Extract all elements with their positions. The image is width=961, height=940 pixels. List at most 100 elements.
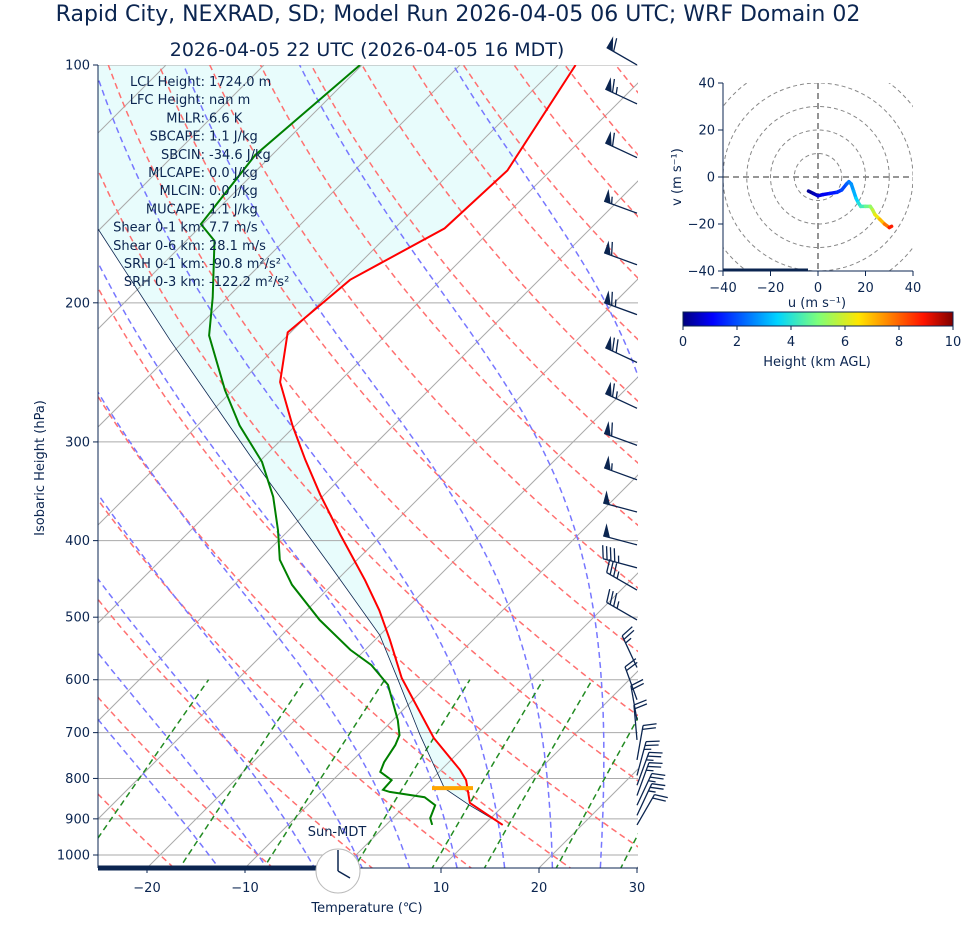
barb-full [612,423,613,437]
barb-full [626,662,637,670]
index-value: 1.1 J/kg [209,130,258,145]
barb-half [617,572,619,579]
wind-barb [637,795,668,825]
colorbar-tick-label: 0 [679,335,687,350]
wind-barb [622,627,637,668]
hodo-y-tick-label: −40 [688,265,715,280]
barb-pennant [604,290,611,305]
barb-full [649,752,663,753]
barb-full [613,338,615,351]
barb-full [650,777,663,779]
mixing-ratio-line [546,680,660,888]
figure-title: Rapid City, NEXRAD, SD; Model Run 2026-0… [56,2,861,27]
hodo-y-tick-label: 20 [698,124,715,139]
colorbar-tick-label: 6 [841,335,849,350]
index-value: 28.1 m/s [209,239,266,254]
hodograph-segment [889,226,891,227]
barb-staff [605,348,637,363]
index-label: MUCAPE: [146,202,205,217]
wind-barb [603,545,637,568]
hodograph-grid [699,60,937,295]
barb-full [607,559,610,572]
index-label: SRH 0-1 km: [124,257,205,272]
barb-staff [607,48,637,66]
barb-full [643,724,656,726]
barb-full [607,589,610,602]
dry-adiabat [502,47,961,887]
wind-barb [634,700,647,740]
y-tick-label: 200 [65,296,90,311]
barb-half [617,601,619,608]
wind-barb [607,36,637,65]
barb-pennant [604,421,611,436]
index-label: Shear 0-1 km: [113,221,205,236]
y-tick-label: 700 [65,726,90,741]
hodo-y-label: v (m s⁻¹) [670,148,685,206]
index-value: 7.7 m/s [209,221,258,236]
barb-full [614,593,617,606]
hodo-y-tick-label: 0 [707,171,715,186]
index-value: -122.2 m²/s² [209,275,289,290]
figure-subtitle: 2026-04-05 22 UTC (2026-04-05 16 MDT) [170,39,565,61]
index-value: nan m [209,93,250,108]
x-tick-label: −20 [133,881,160,896]
barb-full [648,766,662,767]
barb-pennant [604,456,611,471]
wind-barb [603,490,637,512]
colorbar-label: Height (km AGL) [763,355,871,370]
colorbar-gradient [683,312,953,326]
index-value: -34.6 J/kg [209,148,271,163]
index-value: 1724.0 m [209,75,271,90]
barb-staff [637,742,646,776]
wind-barb [604,456,637,480]
index-label: SBCAPE: [150,130,205,145]
barb-full [642,728,655,730]
y-tick-label: 300 [65,435,90,450]
barb-full [613,383,615,396]
dry-adiabat [602,47,961,887]
y-tick-label: 1000 [57,849,90,864]
y-axis-label: Isobaric Height (hPa) [33,400,48,536]
mixing-ratio-line [658,680,764,888]
barb-full [650,787,663,789]
wind-barb [607,589,637,620]
barb-half [648,781,655,782]
skew-t-plot: 1002003004005006007008009001000−20−10010… [0,29,961,916]
x-tick-label: 10 [433,881,450,896]
index-value: 6.6 K [209,111,243,126]
hodo-x-tick-label: 20 [857,281,874,296]
index-value: 0.0 J/kg [209,166,258,181]
barb-half [612,197,613,204]
hodo-y-tick-label: −20 [688,218,715,233]
barb-full [612,242,613,256]
index-label: LFC Height: [130,93,205,108]
index-label: MLCIN: [160,184,205,199]
barb-full [613,133,615,146]
x-axis-label: Temperature (℃) [310,901,422,916]
hodo-x-label: u (m s⁻¹) [788,296,846,311]
y-tick-label: 800 [65,772,90,787]
hodo-x-tick-label: 40 [905,281,922,296]
barb-pennant [603,490,610,504]
hodo-x-tick-label: −20 [757,281,784,296]
barb-full [653,798,666,801]
x-tick-label: −10 [231,881,258,896]
clock-label: Sun-MDT [308,825,367,840]
wind-barb [637,752,663,785]
barb-full [614,38,617,51]
barb-half [646,770,653,771]
wind-barb [605,131,637,158]
barb-pennant [603,523,610,537]
colorbar-tick-label: 8 [895,335,903,350]
barb-full [624,630,634,639]
barb-full [649,763,663,764]
barb-pennant [604,189,611,204]
dry-adiabat [652,47,961,887]
mixing-ratio-line [611,680,720,888]
isotherm [617,29,961,888]
isotherm [715,29,961,888]
y-tick-label: 500 [65,611,90,626]
barb-half [648,791,655,792]
